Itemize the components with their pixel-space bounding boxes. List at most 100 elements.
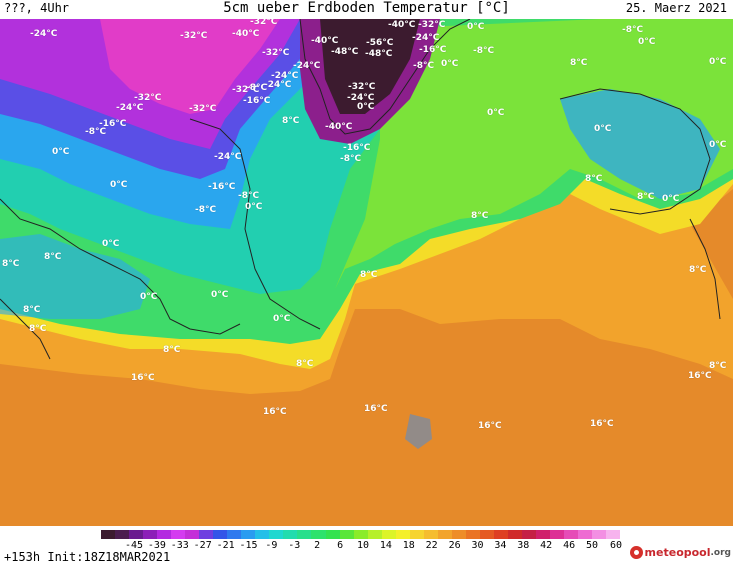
- color-scale-swatch: [423, 530, 438, 539]
- color-scale-swatch: [381, 530, 396, 539]
- temp-label: -24°C: [214, 152, 242, 162]
- color-scale-tick-label: 34: [494, 540, 507, 551]
- color-scale-tick-label: 10: [356, 540, 370, 551]
- map-field: [0, 19, 733, 526]
- temp-label: -8°C: [622, 25, 644, 35]
- color-scale-ticks: -45 -39 -33 -27 -21 -15 -9 -3 2 6 10 14 18 22 26 30 34 38…: [0, 540, 733, 552]
- temp-label: 16°C: [478, 421, 502, 431]
- color-scale-tick-label: 30: [471, 540, 484, 551]
- scandinavia-coast: [559, 88, 711, 215]
- color-scale-tick-label: 60: [609, 540, 623, 551]
- color-scale-swatch: [185, 530, 200, 539]
- temp-label: -40°C: [388, 20, 416, 30]
- color-scale-tick-label: 22: [425, 540, 438, 551]
- temp-label: -32°C: [418, 20, 446, 30]
- temp-label: 8°C: [637, 192, 655, 202]
- color-scale-swatch: [157, 530, 172, 539]
- temp-label: 0°C: [52, 147, 70, 157]
- temp-label: -32°C: [134, 93, 162, 103]
- temp-label: 0°C: [357, 102, 375, 112]
- footer-bar: -45 -39 -33 -27 -21 -15 -9 -3 2 6 10 14 18 22 26 30 34 38…: [0, 526, 733, 566]
- color-scale-swatch: [199, 530, 214, 539]
- temp-label: -8°C: [246, 83, 268, 93]
- temp-label: -32°C: [180, 31, 208, 41]
- color-scale-swatch: [578, 530, 593, 539]
- temp-label: 0°C: [273, 314, 291, 324]
- temp-label: 8°C: [360, 270, 378, 280]
- color-scale-swatch: [367, 530, 382, 539]
- temp-label: 0°C: [102, 239, 120, 249]
- labrador-cold: [0, 234, 150, 319]
- color-scale-swatch: [283, 530, 298, 539]
- meteopool-logo-icon: [629, 546, 643, 559]
- color-scale-swatch: [353, 530, 368, 539]
- forecast-date: 25. Maerz 2021: [625, 1, 727, 15]
- greenland-coast: [299, 19, 471, 135]
- color-scale-swatch: [535, 530, 550, 539]
- temp-label: -32°C: [232, 85, 260, 95]
- temp-label: -16°C: [243, 96, 271, 106]
- meteopool-logo[interactable]: meteopool .org: [629, 546, 731, 559]
- temp-label: -24°C: [412, 33, 440, 43]
- temp-label: 8°C: [570, 58, 588, 68]
- temp-label: -8°C: [340, 154, 362, 164]
- temp-label: -32°C: [189, 104, 217, 114]
- temp-label: 0°C: [245, 202, 263, 212]
- color-scale-tick-label: 18: [402, 540, 415, 551]
- color-scale-tick-label: -27: [193, 540, 212, 551]
- temp-label: -24°C: [271, 71, 299, 81]
- temp-label: 16°C: [131, 373, 155, 383]
- temp-label: -8°C: [413, 61, 435, 71]
- temp-label: -24°C: [293, 61, 321, 71]
- temp-label: 0°C: [487, 108, 505, 118]
- temp-label: 0°C: [110, 180, 128, 190]
- color-scale-swatch: [325, 530, 340, 539]
- temperature-map: -24°C -32°C -32°C -40°C -40°C -32°C 0°C …: [0, 19, 733, 526]
- color-scale-tick-label: 6: [337, 540, 344, 551]
- color-scale-tick-label: 2: [314, 540, 321, 551]
- temp-label: 8°C: [585, 174, 603, 184]
- greenland-minus48c-core: [320, 19, 420, 114]
- logo-suffix: .org: [710, 547, 731, 558]
- temp-label: 0°C: [140, 292, 158, 302]
- color-scale-tick-label: -33: [170, 540, 189, 551]
- color-scale-swatch: [437, 530, 452, 539]
- temp-label: 8°C: [2, 259, 20, 269]
- color-scale-tick-label: -9: [265, 540, 278, 551]
- temp-label: -48°C: [331, 47, 359, 57]
- temp-label: -16°C: [419, 45, 447, 55]
- color-scale-swatch: [213, 530, 228, 539]
- init-time-label: +153h Init:18Z18MAR2021: [4, 550, 171, 564]
- band-8c-central: [335, 19, 733, 289]
- temp-label: 8°C: [282, 116, 300, 126]
- map-title: 5cm ueber Erdboden Temperatur [°C]: [223, 0, 510, 16]
- temp-label: -24°C: [30, 29, 58, 39]
- temp-label: 0°C: [662, 194, 680, 204]
- temp-label: 8°C: [29, 324, 47, 334]
- color-scale-tick-label: -3: [288, 540, 301, 551]
- temp-label: -40°C: [325, 122, 353, 132]
- band-minus32c: [100, 19, 280, 114]
- temp-label: 16°C: [590, 419, 614, 429]
- temp-label: -32°C: [262, 48, 290, 58]
- temp-label: -56°C: [366, 38, 394, 48]
- temp-label: 0°C: [211, 290, 229, 300]
- color-scale-tick-label: -15: [239, 540, 258, 551]
- color-scale-swatch: [493, 530, 508, 539]
- temp-label: 16°C: [688, 371, 712, 381]
- temp-label: -40°C: [311, 36, 339, 46]
- temp-label: 8°C: [44, 252, 62, 262]
- temp-label: 0°C: [467, 22, 485, 32]
- temp-label: 0°C: [441, 59, 459, 69]
- temp-label: -24°C: [116, 103, 144, 113]
- hudson-bay-coast: [0, 198, 241, 335]
- temp-label: 8°C: [689, 265, 707, 275]
- scandinavia-cold: [560, 89, 720, 199]
- color-scale-swatch: [297, 530, 312, 539]
- color-scale-swatch: [395, 530, 410, 539]
- temp-label: -8°C: [238, 191, 260, 201]
- color-scale-swatch: [171, 530, 186, 539]
- color-scale-tick-label: -39: [147, 540, 166, 551]
- forecast-time-label: ???, 4Uhr: [4, 1, 70, 15]
- temp-label: 16°C: [263, 407, 287, 417]
